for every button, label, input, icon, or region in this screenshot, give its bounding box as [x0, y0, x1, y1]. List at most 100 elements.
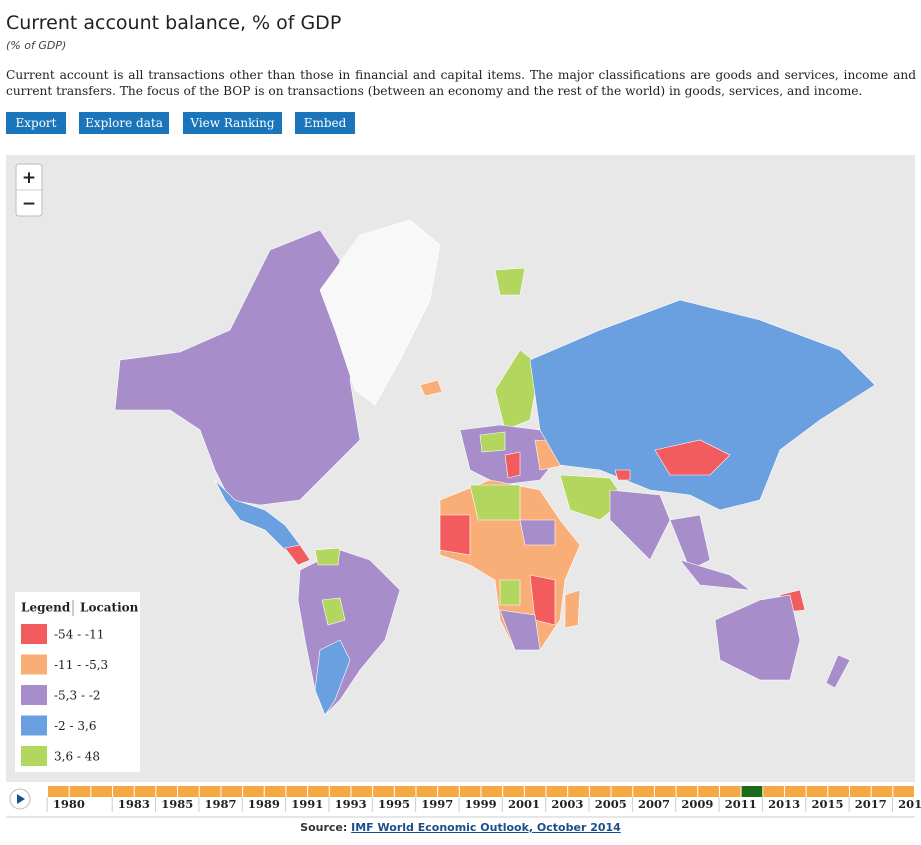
source: Source: IMF World Economic Outlook, Octo…: [0, 821, 921, 834]
country: [564, 589, 581, 629]
timeline-segment: [611, 786, 633, 797]
timeline-segment: [69, 786, 91, 797]
zoom-out[interactable]: −: [22, 194, 36, 214]
timeline-segment: [546, 786, 568, 797]
country: [284, 544, 311, 566]
timeline-label: 2009: [681, 797, 713, 811]
timeline-label: 1985: [161, 797, 193, 811]
legend-label: 3,6 - 48: [54, 750, 100, 764]
timeline-label: 2005: [595, 797, 627, 811]
timeline-label: 1989: [248, 797, 280, 811]
source-link[interactable]: IMF World Economic Outlook, October 2014: [351, 821, 621, 834]
source-prefix: Source:: [300, 821, 348, 834]
embed-button[interactable]: Embed: [295, 112, 355, 134]
country: [499, 609, 541, 651]
ranking-button[interactable]: View Ranking: [183, 112, 282, 134]
title: Current account balance, % of GDP: [6, 12, 342, 34]
legend-swatch: [21, 624, 47, 644]
subtitle: (% of GDP): [6, 39, 67, 52]
timeline-label: 2007: [638, 797, 670, 811]
timeline: 1980 1983 1985 1987 1989 1991 1993 1995 1997 1999…: [6, 786, 921, 818]
timeline-segment: [698, 786, 719, 797]
country: [614, 469, 631, 481]
country: [319, 219, 441, 406]
timeline-segment: [113, 786, 134, 797]
timeline-segment: [221, 786, 243, 797]
country: [499, 579, 521, 606]
zoom-in[interactable]: +: [22, 168, 36, 188]
timeline-segment: [763, 786, 784, 797]
timeline-label: 1993: [335, 797, 367, 811]
timeline-segment: [524, 786, 546, 797]
legend-tab[interactable]: Location: [80, 601, 139, 615]
countries: [114, 219, 876, 716]
country: [321, 597, 346, 626]
timeline-label: 2017: [855, 797, 887, 811]
timeline-segment: [264, 786, 286, 797]
timeline-segment: [286, 786, 308, 797]
timeline-label: 1987: [205, 797, 237, 811]
legend-title: Legend: [21, 601, 71, 615]
timeline-segment: [308, 786, 329, 797]
legend-label: -2 - 3,6: [54, 719, 96, 733]
timeline-segment: [784, 786, 806, 797]
timeline-segment: [438, 786, 459, 797]
country: [419, 379, 443, 397]
timeline-segment: [893, 786, 914, 797]
country: [529, 299, 876, 511]
timeline-label: 2013: [768, 797, 800, 811]
timeline-segment: [849, 786, 871, 797]
timeline-segment: [156, 786, 178, 797]
country: [439, 514, 471, 556]
play-icon: [17, 794, 25, 804]
map-background: [6, 155, 915, 782]
timeline-label: 2011: [725, 797, 757, 811]
timeline-label: 1980: [53, 797, 85, 811]
country: [529, 574, 556, 626]
timeline-segment: [654, 786, 676, 797]
timeline-segment: [503, 786, 524, 797]
timeline-segment: [459, 786, 481, 797]
country: [519, 519, 556, 546]
timeline-segment: [568, 786, 589, 797]
legend-swatch: [21, 654, 47, 675]
timeline-segment: [243, 786, 264, 797]
country: [825, 654, 851, 689]
timeline-segment: [806, 786, 828, 797]
timeline-segment: [178, 786, 199, 797]
timeline-segment: [48, 786, 69, 797]
legend-swatch: [21, 715, 47, 736]
legend-box: [15, 592, 140, 772]
country: [469, 484, 521, 521]
country: [714, 594, 801, 681]
legend-label: -54 - -11: [54, 628, 104, 642]
timeline-label: 1991: [291, 797, 323, 811]
timeline-segment: [394, 786, 416, 797]
country: [114, 229, 361, 506]
timeline-label: 1995: [378, 797, 410, 811]
country: [314, 639, 351, 716]
timeline-segment: [199, 786, 221, 797]
country: [679, 559, 752, 591]
country: [669, 514, 711, 571]
timeline-label: 2003: [551, 797, 583, 811]
country: [479, 431, 506, 453]
timeline-segment: [134, 786, 156, 797]
timeline-segment: [481, 786, 503, 797]
timeline-label: 2019: [898, 797, 921, 811]
country: [504, 451, 521, 479]
country: [494, 267, 526, 296]
timeline-segment: [373, 786, 394, 797]
legend-swatch: [21, 685, 47, 705]
timeline-label: 2001: [508, 797, 540, 811]
timeline-segment: [871, 786, 893, 797]
export-button[interactable]: Export: [6, 112, 66, 134]
timeline-segment: [719, 786, 741, 797]
timeline-segment: [416, 786, 438, 797]
explore-button[interactable]: Explore data: [79, 112, 169, 134]
legend-label: -11 - -5,3: [54, 658, 108, 672]
zoom-control: + −: [15, 163, 43, 217]
legend: Legend Location -54 - -11 -11 - -5,3 -5,3 …: [15, 592, 140, 772]
timeline-label: 2015: [811, 797, 843, 811]
